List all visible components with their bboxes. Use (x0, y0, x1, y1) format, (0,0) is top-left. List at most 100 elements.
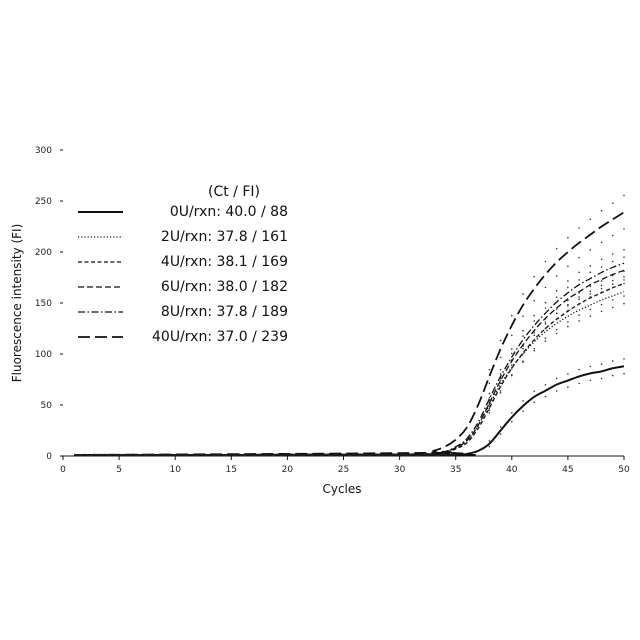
data-point (511, 353, 513, 355)
data-point (545, 321, 547, 323)
data-point (511, 412, 513, 414)
data-point (556, 329, 558, 331)
data-point (590, 290, 592, 292)
y-tick-label: 250 (35, 197, 52, 207)
x-tick-label: 30 (394, 465, 406, 475)
data-point (578, 279, 580, 281)
data-point (612, 287, 614, 289)
data-point (489, 382, 491, 384)
data-point (601, 210, 603, 212)
series-line (74, 292, 624, 455)
data-point (578, 257, 580, 259)
data-point (500, 390, 502, 392)
data-point (489, 404, 491, 406)
data-point (511, 315, 513, 317)
data-point (601, 378, 603, 380)
data-point (500, 426, 502, 428)
data-point (601, 280, 603, 282)
data-point (612, 360, 614, 362)
x-tick-label: 5 (116, 465, 122, 475)
data-point (567, 386, 569, 388)
data-point (567, 304, 569, 306)
legend-header: (Ct / FI) (208, 184, 260, 200)
data-point (489, 412, 491, 414)
data-point (578, 299, 580, 301)
data-point (567, 280, 569, 282)
data-point (511, 348, 513, 350)
data-point (533, 390, 535, 392)
legend-entry: 4U/rxn: 38.1 / 169 (161, 254, 288, 270)
data-point (556, 312, 558, 314)
data-point (556, 296, 558, 298)
data-point (522, 330, 524, 332)
x-tick-label: 45 (562, 465, 573, 475)
data-point (489, 407, 491, 409)
data-point (623, 283, 625, 285)
legend: (Ct / FI) 0U/rxn: 40.0 / 882U/rxn: 37.8 … (78, 184, 288, 345)
data-point (545, 307, 547, 309)
data-point (545, 340, 547, 342)
data-point (601, 311, 603, 313)
x-tick-label: 10 (169, 465, 181, 475)
data-point (623, 249, 625, 251)
data-point (545, 302, 547, 304)
data-point (545, 261, 547, 263)
data-point (578, 320, 580, 322)
data-point (533, 320, 535, 322)
legend-entry: 0U/rxn: 40.0 / 88 (170, 204, 288, 220)
data-point (590, 286, 592, 288)
data-point (545, 337, 547, 339)
data-point (556, 377, 558, 379)
data-point (567, 321, 569, 323)
data-point (612, 202, 614, 204)
y-tick-label: 50 (41, 401, 53, 411)
data-point (556, 290, 558, 292)
data-point (590, 296, 592, 298)
data-point (612, 253, 614, 255)
data-point (567, 287, 569, 289)
data-point (556, 275, 558, 277)
data-point (500, 380, 502, 382)
data-point (556, 318, 558, 320)
x-tick-label: 25 (338, 465, 349, 475)
data-point (522, 400, 524, 402)
series-line (74, 366, 624, 455)
data-point (590, 309, 592, 311)
data-point (578, 227, 580, 229)
series-line (74, 263, 624, 455)
data-point (590, 219, 592, 221)
data-point (623, 276, 625, 278)
data-point (567, 265, 569, 267)
data-point (567, 373, 569, 375)
data-point (578, 369, 580, 371)
data-point (612, 307, 614, 309)
data-point (522, 410, 524, 412)
data-point (601, 285, 603, 287)
y-tick-label: 100 (35, 350, 52, 360)
data-point (500, 433, 502, 435)
data-point (489, 440, 491, 442)
data-point (533, 348, 535, 350)
data-point (590, 272, 592, 274)
data-point (612, 235, 614, 237)
data-point (511, 375, 513, 377)
data-point (500, 357, 502, 359)
legend-entry: 8U/rxn: 37.8 / 189 (161, 304, 288, 320)
data-point (590, 265, 592, 267)
data-point (623, 303, 625, 305)
x-tick-label: 0 (60, 465, 66, 475)
data-point (567, 237, 569, 239)
legend-entry: 40U/rxn: 37.0 / 239 (152, 329, 288, 345)
data-point (533, 350, 535, 352)
x-tick-label: 50 (618, 465, 630, 475)
data-point (533, 315, 535, 317)
data-point (590, 380, 592, 382)
y-tick-label: 0 (46, 452, 52, 462)
data-point (522, 360, 524, 362)
axes: 05101520253035404550050100150200250300 (35, 146, 630, 475)
x-tick-label: 40 (506, 465, 518, 475)
data-point (601, 291, 603, 293)
data-point (601, 363, 603, 365)
data-point (623, 358, 625, 360)
